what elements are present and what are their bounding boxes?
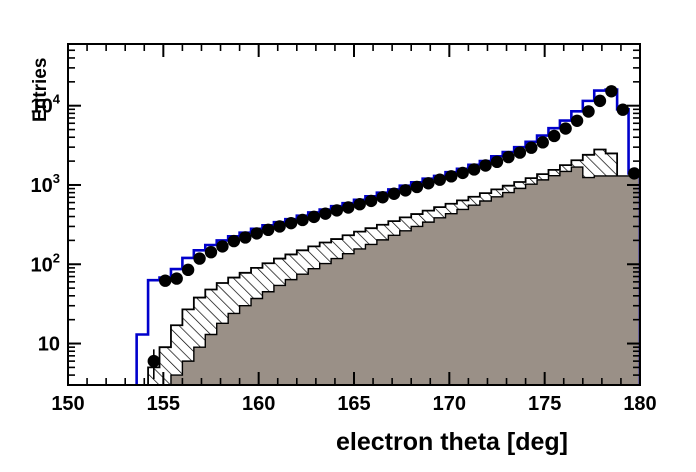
x-tick-label: 160 — [242, 393, 275, 415]
hatched-histogram-outline — [136, 148, 640, 385]
x-axis-tick-labels: 150 155 160 165 170 175 180 — [51, 393, 656, 415]
filled-histogram-overlay — [135, 166, 640, 385]
y-tick-label: 103 — [31, 171, 60, 197]
data-point-marker — [159, 274, 172, 287]
data-point-marker — [479, 159, 492, 172]
data-point-marker — [433, 173, 446, 186]
x-axis-title: electron theta [deg] — [336, 428, 568, 456]
x-tick-label: 180 — [623, 393, 656, 415]
data-point-marker — [193, 252, 206, 265]
data-point-marker — [593, 94, 607, 108]
data-point-marker — [422, 177, 435, 190]
data-point-marker — [239, 231, 252, 244]
data-point-marker — [582, 105, 595, 118]
y-axis-ticks — [68, 43, 640, 386]
data-point-marker — [467, 163, 481, 176]
data-point-marker — [307, 210, 321, 224]
data-point-marker — [227, 234, 241, 248]
y-tick-label: 104 — [31, 92, 61, 118]
data-point-marker — [170, 272, 183, 285]
y-axis-title: Entries — [30, 57, 51, 122]
data-point-marker — [548, 129, 561, 143]
data-point-marker — [399, 184, 412, 197]
y-tick-label: 10 — [38, 334, 60, 356]
y-tick-label: 102 — [31, 250, 60, 276]
data-point-marker — [319, 207, 332, 220]
y-axis-tick-labels: 10 102 103 104 — [31, 92, 61, 356]
data-point-marker — [296, 213, 309, 227]
data-point-marker — [490, 155, 504, 169]
data-point-marker — [147, 354, 160, 368]
data-point-marker — [250, 227, 263, 240]
data-point-marker — [262, 223, 275, 237]
data-point-marker — [204, 245, 218, 259]
data-point-marker — [456, 166, 469, 180]
data-point-marker — [513, 146, 527, 159]
data-point-marker — [284, 216, 298, 230]
data-point-marker — [342, 201, 355, 214]
data-point-marker — [570, 114, 584, 127]
data-point-marker — [605, 85, 618, 98]
data-point-marker — [559, 122, 572, 135]
data-point-marker — [364, 194, 378, 208]
x-tick-label: 150 — [51, 393, 84, 415]
data-point-marker — [628, 167, 640, 180]
data-point-marker — [536, 136, 549, 149]
data-point-marker — [216, 240, 229, 253]
data-point-marker — [181, 263, 195, 277]
data-point-marker — [410, 180, 424, 194]
x-tick-label: 175 — [528, 393, 561, 415]
data-point-marker — [353, 198, 366, 211]
data-points-series — [147, 85, 640, 380]
hatched-background-histogram — [135, 148, 640, 385]
data-point-marker — [616, 103, 630, 116]
data-point-marker — [525, 141, 538, 154]
data-point-marker — [445, 170, 458, 183]
x-axis-ticks — [67, 44, 641, 385]
x-tick-label: 165 — [337, 393, 370, 415]
data-point-marker — [387, 187, 401, 200]
data-point-marker — [330, 204, 344, 217]
data-point-marker — [273, 220, 286, 233]
data-point-marker — [502, 150, 515, 164]
x-tick-label: 155 — [147, 393, 180, 415]
data-point-marker — [376, 191, 389, 204]
x-tick-label: 170 — [433, 393, 466, 415]
